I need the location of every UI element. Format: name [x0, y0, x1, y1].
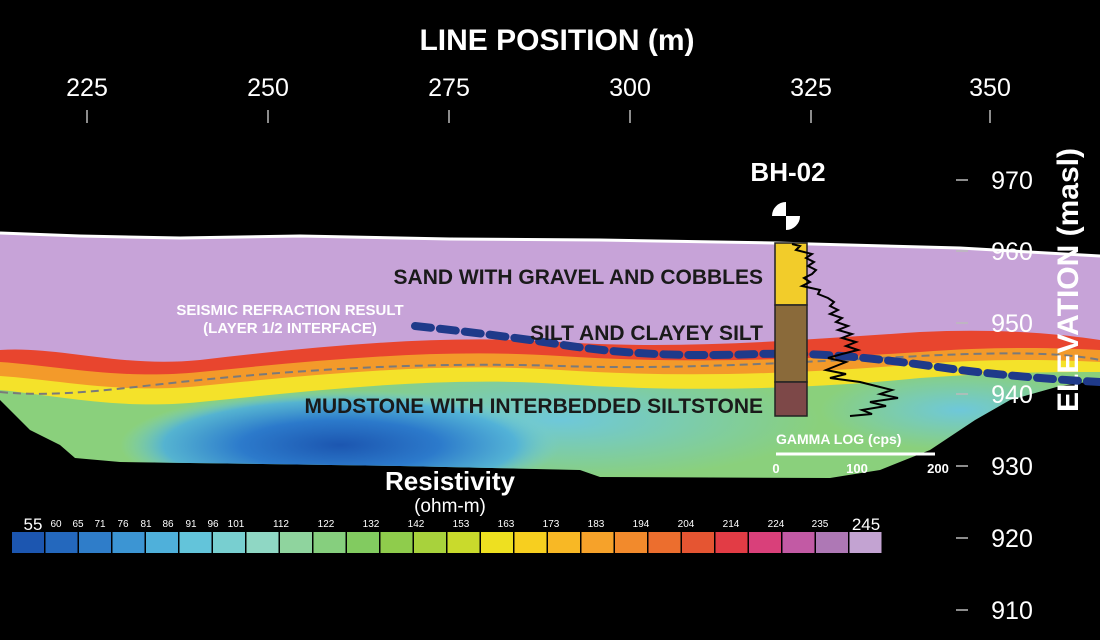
- borehole-symbol: [770, 200, 802, 232]
- colorbar-tick-labels: 60 65 71 76 81 86 91 96 101 112 122 132 142 153 163 173…: [50, 519, 828, 530]
- borehole-log-silt: [774, 304, 808, 383]
- colorbar-swatch: [548, 532, 580, 553]
- borehole-log-sand: [774, 242, 808, 306]
- unit-label-silt: SILT AND CLAYEY SILT: [530, 322, 763, 345]
- colorbar-swatches: [12, 532, 882, 553]
- gamma-log-curve: [791, 243, 899, 417]
- y-tick-label: 960: [991, 238, 1033, 266]
- y-tick-label: 920: [991, 525, 1033, 553]
- colorbar-tick-label: 214: [723, 519, 740, 530]
- unit-label-sand: SAND WITH GRAVEL AND COBBLES: [394, 266, 763, 289]
- y-tick-label: 930: [991, 453, 1033, 481]
- colorbar-tick-label: 76: [117, 519, 129, 530]
- colorbar-swatch: [749, 532, 781, 553]
- colorbar-swatch: [246, 532, 279, 553]
- colorbar-swatch: [648, 532, 681, 553]
- colorbar-min-label: 55: [24, 515, 43, 534]
- y-tick-label: 940: [991, 381, 1033, 409]
- transition-red: [0, 326, 1100, 375]
- y-axis-title: ELEVATION (masl): [1052, 148, 1085, 412]
- colorbar-tick-label: 235: [812, 519, 829, 530]
- colorbar-swatch: [146, 532, 178, 553]
- colorbar-tick-label: 173: [543, 519, 560, 530]
- colorbar-swatch: [581, 532, 614, 553]
- colorbar-tick-label: 112: [273, 519, 289, 530]
- borehole-symbol-quadrant: [771, 216, 786, 231]
- colorbar-swatch: [715, 532, 748, 553]
- colorbar-swatch: [615, 532, 647, 553]
- y-axis-ticks: 970 960 950 940 930 920 910: [956, 167, 1033, 625]
- colorbar-swatch: [816, 532, 848, 553]
- x-tick-label: 275: [428, 74, 470, 102]
- x-axis-ticks: 225 250 275 300 325 350: [66, 74, 1011, 123]
- colorbar-max-label: 245: [852, 515, 880, 534]
- colorbar-tick-label: 204: [678, 519, 695, 530]
- ground-surface-line: [0, 231, 1100, 258]
- colorbar-unit: (ohm-m): [414, 496, 486, 517]
- colorbar-tick-label: 96: [207, 519, 219, 530]
- interface-dashed-line: [0, 352, 1100, 395]
- colorbar-swatch: [514, 532, 547, 553]
- colorbar-tick-label: 163: [498, 519, 515, 530]
- colorbar-swatch: [782, 532, 815, 553]
- gamma-tick-label: 0: [772, 461, 779, 476]
- colorbar-tick-label: 60: [50, 519, 62, 530]
- x-axis-title: LINE POSITION (m): [419, 24, 694, 57]
- x-tick-label: 350: [969, 74, 1011, 102]
- colorbar-swatch: [12, 532, 44, 553]
- colorbar-tick-label: 91: [185, 519, 197, 530]
- colorbar-tick-label: 101: [228, 519, 245, 530]
- borehole-symbol-quadrant: [786, 201, 801, 216]
- colorbar-tick-label: 194: [633, 519, 650, 530]
- colorbar-tick-label: 142: [408, 519, 425, 530]
- colorbar-swatch: [849, 532, 882, 553]
- colorbar-tick-label: 71: [94, 519, 106, 530]
- colorbar-swatch: [481, 532, 513, 553]
- x-tick-label: 225: [66, 74, 108, 102]
- seismic-label-line1: SEISMIC REFRACTION RESULT: [176, 302, 403, 319]
- seismic-label-line2: (LAYER 1/2 INTERFACE): [203, 320, 377, 337]
- colorbar-swatch: [682, 532, 714, 553]
- y-tick-label: 970: [991, 167, 1033, 195]
- y-tick-label: 910: [991, 597, 1033, 625]
- seismic-interface-line: [411, 322, 1100, 386]
- colorbar-swatch: [213, 532, 245, 553]
- colorbar-title: Resistivity: [385, 466, 516, 496]
- x-tick-label: 250: [247, 74, 289, 102]
- x-tick-label: 325: [790, 74, 832, 102]
- colorbar-tick-label: 65: [72, 519, 84, 530]
- borehole-log: [774, 242, 808, 417]
- gamma-log-title: GAMMA LOG (cps): [776, 431, 901, 447]
- colorbar-swatch: [280, 532, 312, 553]
- y-tick-label: 950: [991, 310, 1033, 338]
- colorbar-swatch: [313, 532, 346, 553]
- colorbar-swatch: [45, 532, 78, 553]
- colorbar-swatch: [112, 532, 145, 553]
- gamma-tick-label: 100: [846, 461, 868, 476]
- colorbar-tick-label: 224: [768, 519, 785, 530]
- gamma-tick-label: 200: [927, 461, 949, 476]
- x-tick-label: 300: [609, 74, 651, 102]
- borehole-label: BH-02: [750, 157, 825, 187]
- unit-label-mudstone: MUDSTONE WITH INTERBEDDED SILTSTONE: [304, 395, 763, 418]
- borehole-log-mudstone: [774, 381, 808, 417]
- colorbar-tick-label: 122: [318, 519, 335, 530]
- colorbar-swatch: [414, 532, 446, 553]
- colorbar-swatch: [447, 532, 480, 553]
- colorbar-tick-label: 86: [162, 519, 174, 530]
- colorbar-tick-label: 183: [588, 519, 605, 530]
- colorbar-tick-label: 132: [363, 519, 380, 530]
- colorbar-swatch: [347, 532, 379, 553]
- colorbar-tick-label: 153: [453, 519, 470, 530]
- colorbar-swatch: [179, 532, 212, 553]
- colorbar-swatch: [79, 532, 111, 553]
- colorbar-tick-label: 81: [140, 519, 152, 530]
- colorbar-swatch: [380, 532, 413, 553]
